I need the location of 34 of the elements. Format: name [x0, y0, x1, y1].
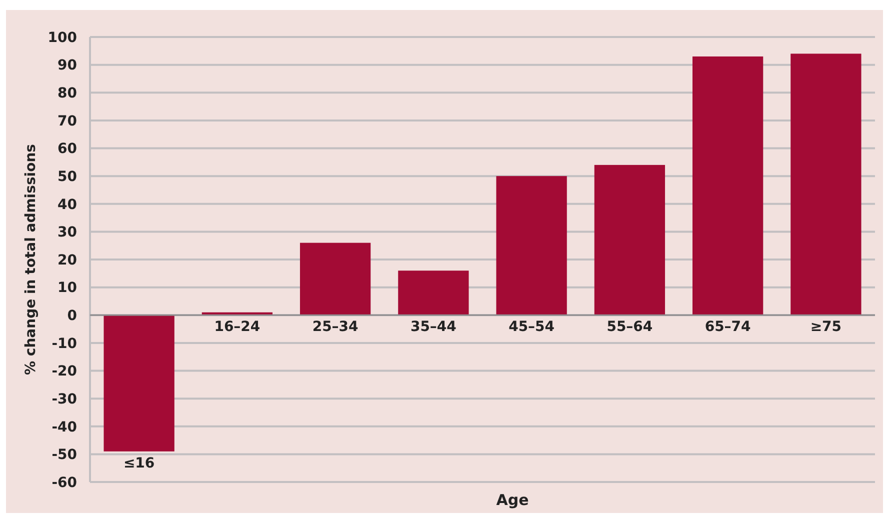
- x-tick-label: ≥75: [810, 319, 842, 336]
- y-tick-label: -40: [52, 419, 78, 436]
- y-tick-label: -10: [52, 336, 78, 352]
- y-axis-title: % change in total admissions: [23, 144, 39, 375]
- x-tick-label: 25–34: [312, 319, 359, 336]
- y-tick-label: -50: [52, 447, 78, 464]
- bar: [398, 270, 469, 316]
- x-tick-label: 65–74: [704, 319, 752, 336]
- bar: [104, 315, 174, 452]
- bar: [594, 164, 666, 316]
- x-tick-label: 16–24: [214, 319, 260, 336]
- y-tick-label: 10: [58, 280, 78, 296]
- bar: [496, 176, 567, 316]
- y-tick-label: 80: [58, 86, 78, 102]
- bar: [300, 242, 371, 316]
- y-tick-label: 0: [67, 308, 78, 324]
- y-tick-label: 30: [58, 224, 78, 241]
- y-tick-label: 40: [58, 196, 78, 213]
- x-tick-label: 45–54: [508, 319, 555, 336]
- bar: [790, 54, 862, 316]
- x-tick-label: 35–44: [410, 319, 457, 336]
- y-tick-label: 60: [58, 141, 78, 158]
- y-tick-label: -60: [52, 474, 78, 491]
- bar: [692, 56, 764, 316]
- y-tick-label: 20: [58, 252, 78, 268]
- x-tick-label: ≤16: [123, 455, 155, 472]
- x-axis-title: Age: [496, 491, 529, 509]
- y-tick-label: 70: [58, 113, 78, 130]
- y-tick-label: -30: [52, 391, 78, 408]
- y-tick-label: -20: [52, 364, 78, 380]
- y-tick-label: 50: [58, 168, 78, 185]
- y-tick-label: 90: [58, 58, 78, 74]
- x-tick-label: 55–64: [606, 319, 653, 336]
- y-tick-label: 100: [48, 30, 78, 46]
